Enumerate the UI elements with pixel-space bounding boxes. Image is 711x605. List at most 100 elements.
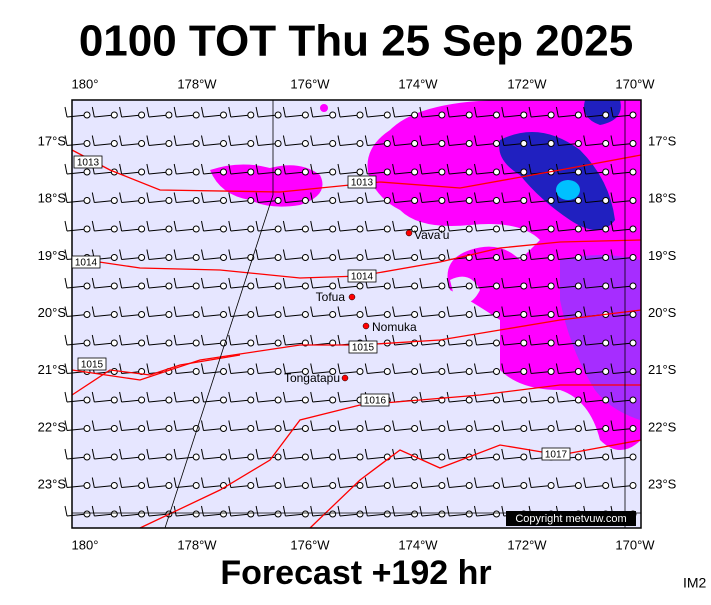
- barb-feather: [146, 420, 150, 431]
- barb-feather: [610, 163, 614, 175]
- barb-feather: [337, 106, 341, 118]
- barb-feather: [419, 249, 423, 260]
- lat-label: 17°S: [648, 133, 677, 148]
- barb-station: [602, 453, 610, 461]
- isobar-label: 1013: [351, 178, 374, 189]
- barb-feather: [119, 448, 123, 460]
- barb-station: [192, 453, 200, 461]
- barb-station: [83, 339, 91, 347]
- barb-feather: [392, 192, 396, 203]
- barb-feather: [337, 391, 341, 403]
- barb-feather: [255, 306, 259, 317]
- barb-feather: [446, 163, 450, 175]
- barb-station: [274, 339, 282, 347]
- barb-feather: [146, 334, 150, 346]
- barb-feather: [228, 334, 232, 346]
- barb-feather: [201, 277, 204, 289]
- barb-feather: [364, 192, 368, 203]
- barb-station: [165, 339, 173, 347]
- barb-station: [602, 396, 610, 404]
- title: 0100 TOT Thu 25 Sep 2025: [79, 17, 633, 66]
- barb-feather: [583, 363, 587, 374]
- barb-station: [329, 282, 337, 290]
- barb-feather: [310, 277, 314, 289]
- barb-station: [411, 111, 419, 119]
- barb-station: [301, 311, 309, 318]
- barb-feather: [146, 135, 150, 146]
- barb-feather: [392, 277, 396, 289]
- barb-feather: [228, 220, 232, 232]
- barb-station: [465, 282, 473, 290]
- barb-feather: [419, 220, 423, 232]
- barb-feather: [337, 448, 341, 460]
- barb-station: [629, 368, 637, 375]
- barb-feather: [64, 477, 68, 488]
- barb-station: [192, 197, 200, 204]
- barb-station: [438, 111, 446, 119]
- barb-station: [138, 282, 146, 290]
- barb-station: [274, 225, 282, 233]
- barb-station: [301, 368, 309, 375]
- lon-label: 180°: [72, 76, 99, 91]
- barb-feather: [446, 249, 450, 260]
- barb-feather: [474, 334, 477, 346]
- barb-feather: [282, 306, 286, 317]
- barb-feather: [337, 306, 341, 317]
- barb-feather: [91, 448, 95, 460]
- barb-station: [520, 254, 528, 261]
- barb-station: [274, 425, 282, 432]
- barb-feather: [91, 192, 95, 203]
- barb-station: [301, 510, 309, 518]
- barb-feather: [255, 363, 259, 374]
- footer: Forecast +192 hr: [220, 554, 491, 592]
- barb-station: [247, 111, 255, 119]
- barb-feather: [228, 448, 232, 460]
- barb-station: [438, 225, 446, 233]
- barb-feather: [528, 135, 532, 146]
- barb-feather: [146, 363, 150, 374]
- barb-feather: [419, 106, 423, 118]
- barb-station: [83, 311, 91, 318]
- barb-feather: [501, 220, 505, 232]
- barb-feather: [528, 391, 532, 403]
- isobar-label-box: [73, 155, 103, 169]
- barb-station: [247, 453, 255, 461]
- barb-station: [220, 339, 227, 347]
- barb-feather: [91, 220, 95, 232]
- barb-feather: [337, 163, 341, 175]
- barb-station: [165, 425, 173, 432]
- barb-feather: [64, 192, 68, 203]
- image-id: IM2: [683, 575, 707, 591]
- barb-feather: [173, 391, 177, 403]
- barb-feather: [201, 391, 204, 403]
- barb-station: [493, 396, 500, 404]
- barb-station: [247, 425, 255, 432]
- barb-feather: [474, 391, 477, 403]
- barb-feather: [583, 135, 587, 146]
- barb-feather: [310, 306, 314, 317]
- barb-station: [274, 311, 282, 318]
- isobar-label-box: [77, 357, 107, 371]
- barb-feather: [419, 505, 423, 517]
- barb-feather: [337, 220, 341, 232]
- isobar-label: 1016: [364, 396, 387, 407]
- barb-feather: [364, 106, 368, 118]
- barb-feather: [91, 420, 95, 431]
- barb-station: [165, 482, 173, 489]
- barb-feather: [64, 163, 68, 175]
- barb-feather: [64, 106, 68, 118]
- barb-feather: [501, 135, 505, 146]
- barb-feather: [392, 106, 396, 118]
- barb-feather: [228, 135, 232, 146]
- barb-station: [247, 140, 255, 147]
- barb-feather: [146, 163, 150, 175]
- barb-feather: [337, 334, 341, 346]
- barb-feather: [173, 163, 177, 175]
- barb-feather: [146, 106, 150, 118]
- barb-station: [356, 282, 364, 290]
- barb-feather: [119, 306, 123, 317]
- barb-feather: [255, 106, 259, 118]
- place-marker: [405, 229, 413, 237]
- barb-feather: [173, 448, 177, 460]
- barb-feather: [337, 277, 341, 289]
